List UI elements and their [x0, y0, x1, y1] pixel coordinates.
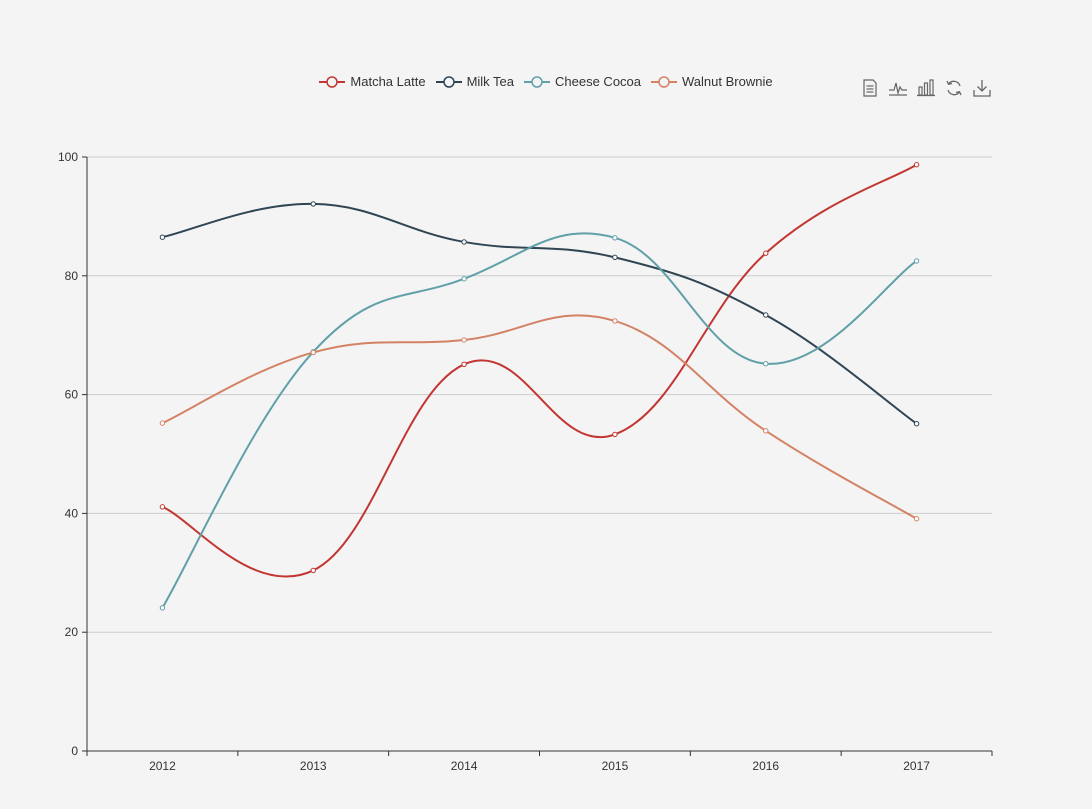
data-point-walnut-brownie [310, 349, 316, 356]
data-point-cheese-cocoa [612, 235, 618, 241]
legend-label: Milk Tea [466, 74, 515, 89]
x-tick-label: 2014 [451, 759, 478, 773]
data-point-walnut-brownie [461, 337, 467, 343]
legend-marker-icon [435, 75, 462, 88]
save-image-icon[interactable] [972, 78, 992, 98]
legend-item-milk-tea[interactable]: Milk Tea [435, 74, 515, 89]
legend-item-matcha-latte[interactable]: Matcha Latte [319, 74, 426, 89]
data-point-walnut-brownie [612, 318, 618, 324]
data-point-matcha-latte [159, 504, 166, 510]
restore-icon[interactable] [944, 78, 964, 98]
y-tick-label: 20 [65, 625, 79, 639]
y-tick-label: 80 [65, 269, 79, 283]
data-point-matcha-latte [310, 567, 316, 574]
y-tick-label: 0 [71, 744, 78, 758]
x-tick-label: 2012 [149, 759, 176, 773]
legend-marker-icon [319, 75, 346, 88]
series-line-cheese-cocoa [161, 232, 918, 609]
series-line-walnut-brownie [161, 314, 918, 520]
legend-marker-icon [651, 75, 678, 88]
line-chart-icon[interactable] [888, 78, 908, 98]
data-point-cheese-cocoa [159, 605, 166, 611]
y-tick-label: 40 [65, 506, 79, 520]
series-line-matcha-latte [162, 163, 918, 578]
legend: Matcha Latte Milk Tea Cheese Cocoa Walnu… [0, 74, 1092, 89]
x-tick-label: 2013 [300, 759, 327, 773]
x-tick-label: 2015 [602, 759, 629, 773]
data-point-milk-tea [310, 201, 316, 207]
data-point-milk-tea [913, 421, 920, 427]
data-point-matcha-latte [913, 162, 920, 168]
y-tick-label: 100 [58, 150, 78, 164]
toolbox [860, 78, 992, 98]
series-line-milk-tea [162, 202, 918, 425]
data-point-cheese-cocoa [461, 276, 467, 282]
data-point-milk-tea [763, 312, 769, 318]
legend-label: Matcha Latte [350, 74, 426, 89]
y-tick-label: 60 [65, 388, 79, 402]
data-point-matcha-latte [763, 250, 769, 256]
data-point-matcha-latte [461, 361, 467, 368]
data-view-icon[interactable] [860, 78, 880, 98]
data-point-walnut-brownie [159, 420, 166, 426]
x-tick-label: 2016 [752, 759, 779, 773]
legend-label: Cheese Cocoa [555, 74, 642, 89]
data-point-cheese-cocoa [913, 258, 920, 264]
legend-marker-icon [524, 75, 551, 88]
data-point-cheese-cocoa [763, 361, 769, 367]
legend-item-cheese-cocoa[interactable]: Cheese Cocoa [524, 74, 641, 89]
data-point-milk-tea [159, 234, 166, 240]
legend-label: Walnut Brownie [682, 74, 773, 89]
data-point-walnut-brownie [763, 428, 769, 434]
bar-chart-icon[interactable] [916, 78, 936, 98]
data-point-walnut-brownie [913, 516, 920, 522]
data-point-milk-tea [461, 239, 467, 245]
x-tick-label: 2017 [903, 759, 930, 773]
data-point-milk-tea [612, 254, 618, 261]
data-point-matcha-latte [612, 431, 618, 438]
legend-item-walnut-brownie[interactable]: Walnut Brownie [651, 74, 773, 89]
